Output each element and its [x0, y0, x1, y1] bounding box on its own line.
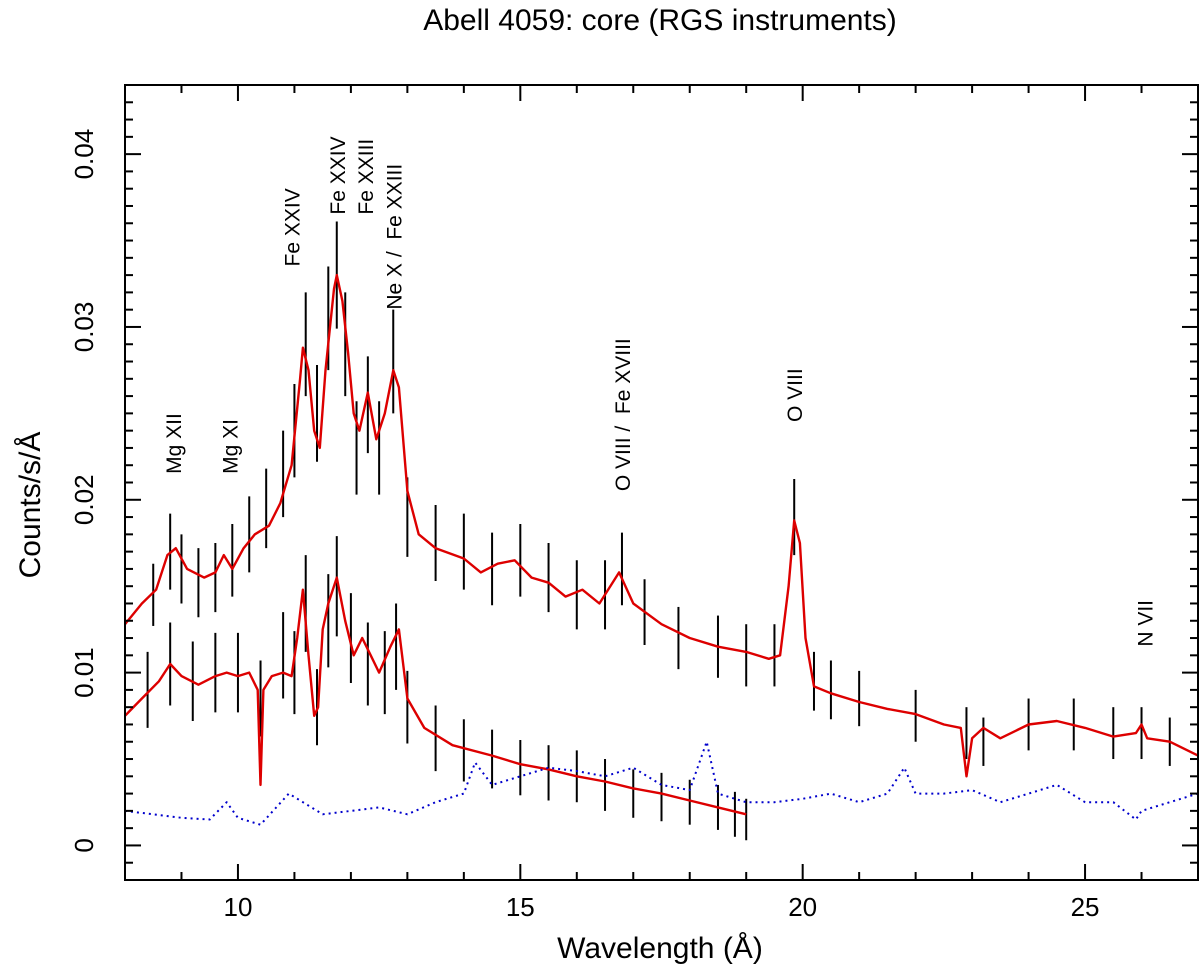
x-tick-label: 15 — [506, 892, 535, 922]
y-tick-label: 0 — [69, 838, 99, 852]
y-axis: 0 0.01 0.02 0.03 0.04 — [69, 84, 1198, 881]
line-label: N VII — [1134, 600, 1157, 647]
line-label: Fe XXIV — [282, 188, 305, 266]
y-tick-label: 0.03 — [69, 302, 99, 353]
series-rgs1-model — [124, 273, 1199, 778]
model-line — [124, 273, 1199, 778]
series-rgs2-data — [124, 536, 748, 841]
line-label: Fe XXIV — [327, 136, 350, 214]
x-tick-label: 25 — [1071, 892, 1100, 922]
y-axis-title: Counts/s/Å — [14, 432, 47, 579]
line-label: O VIII — [784, 368, 807, 422]
y-tick-label: 0.02 — [69, 474, 99, 525]
x-axis: 10 15 20 25 — [124, 85, 1199, 922]
series-rgs2-model — [124, 576, 747, 816]
y-tick-label: 0.04 — [69, 129, 99, 180]
x-axis-title: Wavelength (Å) — [557, 932, 763, 965]
line-label: Ne X / Fe XXIII — [383, 164, 406, 310]
series-background — [124, 740, 1199, 826]
chart-title: Abell 4059: core (RGS instruments) — [423, 4, 897, 37]
y-tick-label: 0.01 — [69, 647, 99, 698]
line-label: Mg XI — [219, 419, 242, 474]
plot-data — [124, 221, 1199, 841]
model-line — [124, 576, 747, 816]
line-label: Mg XII — [163, 413, 186, 474]
line-label: O VIII / Fe XVIII — [612, 338, 635, 491]
background-line — [124, 740, 1199, 826]
series-rgs1-data — [124, 221, 1199, 773]
x-tick-label: 20 — [788, 892, 817, 922]
x-tick-label: 10 — [223, 892, 252, 922]
line-label: Fe XXIII — [355, 139, 378, 215]
